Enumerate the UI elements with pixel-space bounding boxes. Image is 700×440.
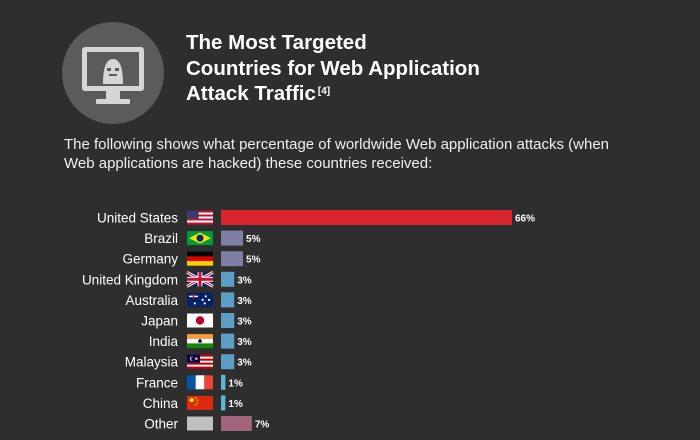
bar-japan <box>221 313 235 328</box>
value-label-australia: 3% <box>237 296 252 307</box>
value-label-malaysia: 3% <box>237 358 252 369</box>
flag-japan-icon <box>187 313 213 328</box>
title-reference: [4] <box>317 86 331 97</box>
value-label-germany: 5% <box>246 255 261 266</box>
flag-uk-icon <box>186 270 214 288</box>
value-label-japan: 3% <box>237 317 252 328</box>
category-label-japan: Japan <box>141 314 178 329</box>
bar-india <box>221 333 235 349</box>
hacker-monitor-icon <box>62 22 164 124</box>
category-label-malaysia: Malaysia <box>125 355 179 370</box>
value-label-india: 3% <box>237 337 252 348</box>
value-label-other: 7% <box>255 420 270 431</box>
value-label-france: 1% <box>228 378 243 389</box>
category-label-france: France <box>136 375 178 390</box>
bar-china <box>221 395 226 411</box>
description: The following shows what percentage of w… <box>64 136 610 172</box>
bar-brazil <box>221 230 244 246</box>
bar-united-kingdom <box>221 271 235 287</box>
bar-malaysia <box>221 354 235 370</box>
flag-australia-icon <box>187 292 213 307</box>
page-title: The Most Targeted Countries for Web Appl… <box>186 30 566 107</box>
bar-germany <box>221 251 244 267</box>
category-label-australia: Australia <box>125 293 178 308</box>
category-label-india: India <box>149 334 179 349</box>
title-line-1: The Most Targeted <box>186 31 367 54</box>
flag-india-icon <box>187 334 213 349</box>
value-label-china: 1% <box>228 399 243 410</box>
value-label-united-states: 66% <box>515 214 535 225</box>
category-label-brazil: Brazil <box>144 231 178 246</box>
flag-other-icon <box>187 416 213 431</box>
category-label-united-kingdom: United Kingdom <box>82 272 178 287</box>
title-line-3: Attack Traffic <box>186 82 316 105</box>
category-label-united-states: United States <box>97 211 178 226</box>
category-label-china: China <box>143 396 179 411</box>
flag-germany-icon <box>187 251 213 266</box>
flag-brazil-icon <box>187 231 213 246</box>
bar-other <box>221 416 252 431</box>
category-label-other: Other <box>144 417 178 432</box>
title-line-2: Countries for Web Application <box>186 56 480 80</box>
bar-australia <box>221 292 235 308</box>
category-label-germany: Germany <box>122 252 178 267</box>
flag-china-icon <box>187 395 213 410</box>
bar-united-states <box>221 210 512 225</box>
bar-france <box>221 374 226 390</box>
flag-malaysia-icon <box>187 354 213 369</box>
value-label-united-kingdom: 3% <box>237 275 252 286</box>
flag-france-icon <box>187 375 213 390</box>
flag-usa-icon <box>187 210 213 225</box>
value-label-brazil: 5% <box>246 234 261 245</box>
